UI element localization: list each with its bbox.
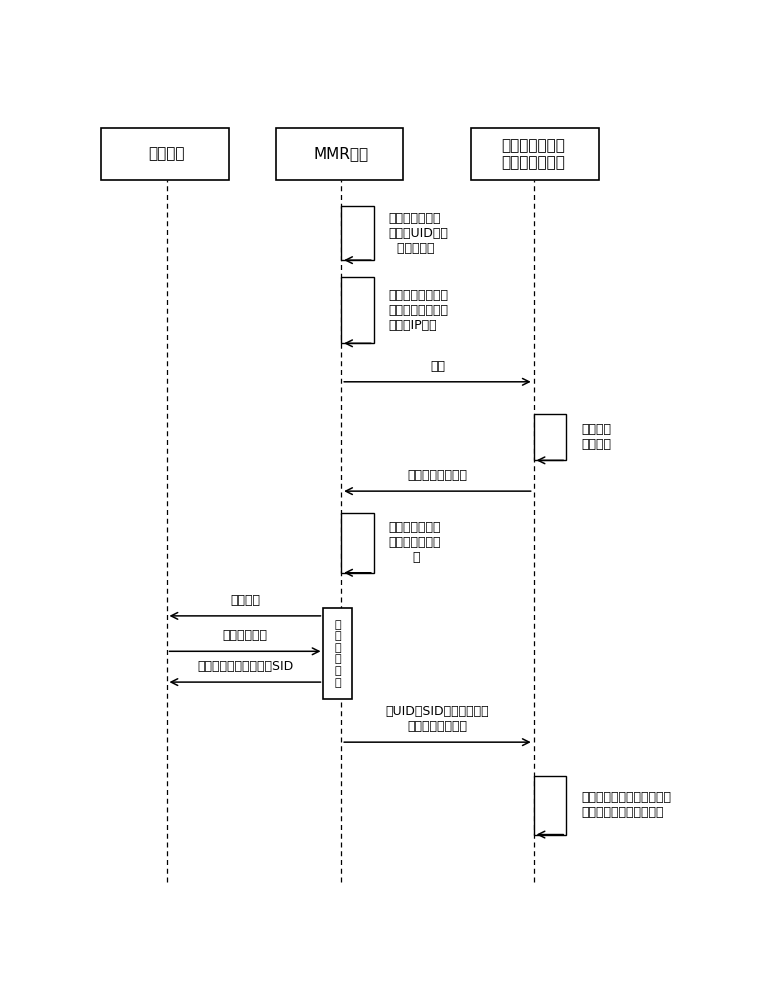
- Bar: [471, 128, 599, 180]
- Text: 是否需要生成全
局唯一UID，自
  动订阅主题: 是否需要生成全 局唯一UID，自 动订阅主题: [389, 212, 448, 255]
- Text: 搜索设备: 搜索设备: [230, 594, 260, 607]
- Bar: [533, 414, 566, 460]
- Bar: [342, 513, 374, 573]
- Text: 将UID和SID合并作为子设
备的全局唯一标识: 将UID和SID合并作为子设 备的全局唯一标识: [386, 705, 489, 733]
- Text: 家电设备: 家电设备: [148, 146, 185, 161]
- Text: 更新上级路由规
则，自身路由规
      则: 更新上级路由规 则，自身路由规 则: [389, 521, 441, 564]
- Bar: [323, 608, 352, 699]
- Bar: [533, 776, 566, 835]
- Bar: [276, 128, 403, 180]
- Text: 若信息完全匹配，发送SID: 若信息完全匹配，发送SID: [197, 660, 293, 673]
- Text: MMR网关: MMR网关: [314, 146, 369, 161]
- Text: 设
备
发
现
程
序: 设 备 发 现 程 序: [335, 620, 341, 688]
- Text: 设备进行响应: 设备进行响应: [222, 629, 267, 642]
- Bar: [342, 277, 374, 343]
- Text: 查询数据库，获得
用户配置的上一级
网关的IP地址: 查询数据库，获得 用户配置的上一级 网关的IP地址: [389, 289, 448, 332]
- Text: 添加下级
路由规则: 添加下级 路由规则: [581, 423, 611, 451]
- Bar: [102, 128, 228, 180]
- Text: 记录下子设备所在的网关，
并继续上传通知上级网关: 记录下子设备所在的网关， 并继续上传通知上级网关: [581, 791, 671, 819]
- Text: 返回上级网关信息: 返回上级网关信息: [407, 469, 468, 482]
- Text: 连接: 连接: [430, 360, 445, 373]
- Text: 智能家居服务平
台（上级网关）: 智能家居服务平 台（上级网关）: [502, 138, 565, 170]
- Bar: [342, 206, 374, 260]
